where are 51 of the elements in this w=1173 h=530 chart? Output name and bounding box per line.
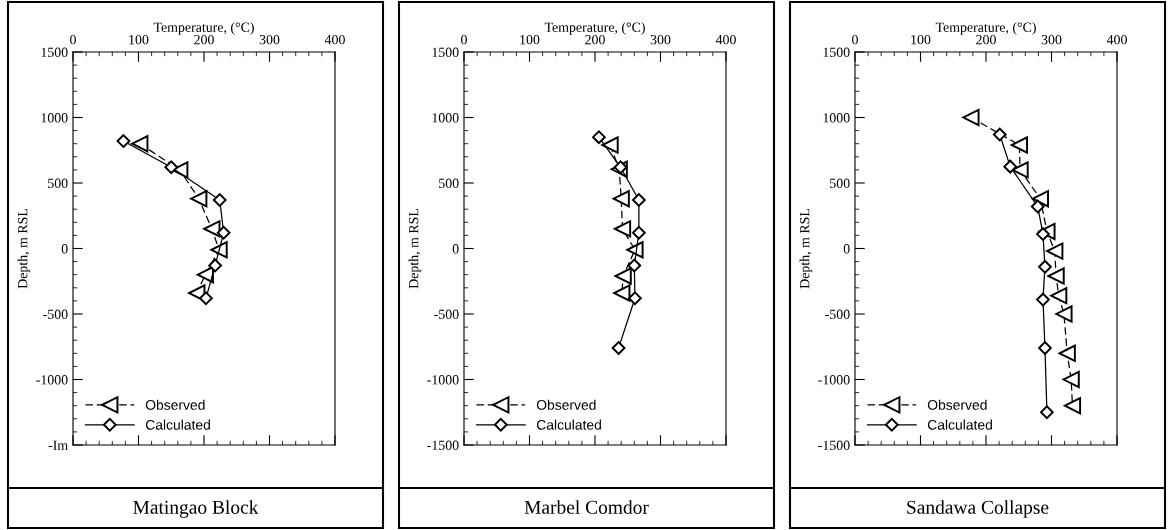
- legend-label: Calculated: [536, 419, 601, 430]
- y-tick-label: 1500: [823, 47, 850, 57]
- legend-label: Calculated: [927, 419, 992, 430]
- x-axis-title: Temperature, (°C): [935, 22, 1036, 35]
- x-tick-label: 0: [852, 34, 858, 45]
- y-tick-label: -500: [825, 309, 850, 319]
- y-tick-label: -Im: [48, 440, 68, 450]
- legend-label: Observed: [536, 399, 596, 410]
- text: Sandawa Collapse: [907, 500, 1049, 518]
- y-tick-label: 0: [843, 244, 850, 254]
- y-tick-label: 500: [48, 178, 68, 188]
- y-tick-label: 0: [61, 244, 68, 254]
- y-tick-label: -1000: [818, 375, 850, 385]
- y-tick-label: 0: [452, 244, 459, 254]
- y-tick-label: -500: [43, 309, 68, 319]
- y-tick-label: 1500: [432, 47, 459, 57]
- x-tick-label: 300: [1041, 34, 1062, 45]
- x-axis-title: Temperature, (°C): [544, 22, 645, 35]
- x-tick-label: 100: [520, 34, 540, 45]
- x-tick-label: 0: [70, 34, 76, 45]
- y-tick-label: 1000: [823, 113, 850, 123]
- y-axis-title: Depth, m RSL: [408, 209, 422, 289]
- x-tick-label: 200: [976, 34, 996, 45]
- x-tick-label: 0: [461, 34, 467, 45]
- y-axis-title: Depth, m RSL: [17, 209, 31, 289]
- y-tick-label: -1500: [427, 440, 459, 450]
- text: Matingao Block: [133, 500, 259, 518]
- y-tick-label: 500: [439, 178, 459, 188]
- y-tick-label: 1000: [432, 113, 459, 123]
- legend-label: Calculated: [145, 419, 210, 430]
- legend-label: Observed: [927, 399, 987, 410]
- y-tick-label: 500: [830, 178, 850, 188]
- x-tick-label: 300: [650, 34, 671, 45]
- legend-label: Observed: [145, 399, 205, 410]
- y-axis-title: Depth, m RSL: [799, 209, 813, 289]
- y-tick-label: 1000: [41, 113, 68, 123]
- y-tick-label: -1500: [818, 440, 850, 450]
- x-axis-title: Temperature, (°C): [153, 22, 254, 35]
- x-tick-label: 100: [911, 34, 931, 45]
- y-tick-label: 1500: [41, 47, 68, 57]
- text: Marbel Comdor: [524, 500, 649, 514]
- x-tick-label: 300: [259, 34, 280, 45]
- x-tick-label: 200: [585, 34, 605, 45]
- x-tick-label: 200: [194, 34, 214, 45]
- y-tick-label: -500: [434, 309, 459, 319]
- x-tick-label: 400: [1106, 34, 1127, 45]
- y-tick-label: -1000: [427, 375, 459, 385]
- x-tick-label: 400: [715, 34, 736, 45]
- x-tick-label: 400: [324, 34, 345, 45]
- x-tick-label: 100: [129, 34, 149, 45]
- y-tick-label: -1000: [36, 375, 68, 385]
